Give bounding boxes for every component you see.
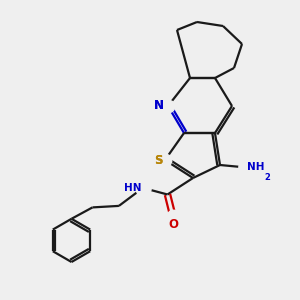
Text: HN: HN	[124, 183, 141, 193]
Text: N: N	[154, 99, 164, 112]
Text: S: S	[154, 154, 163, 166]
Text: NH: NH	[247, 162, 264, 172]
Text: N: N	[154, 99, 164, 112]
Text: S: S	[154, 154, 163, 166]
Text: O: O	[168, 218, 178, 231]
Text: 2: 2	[264, 173, 270, 182]
